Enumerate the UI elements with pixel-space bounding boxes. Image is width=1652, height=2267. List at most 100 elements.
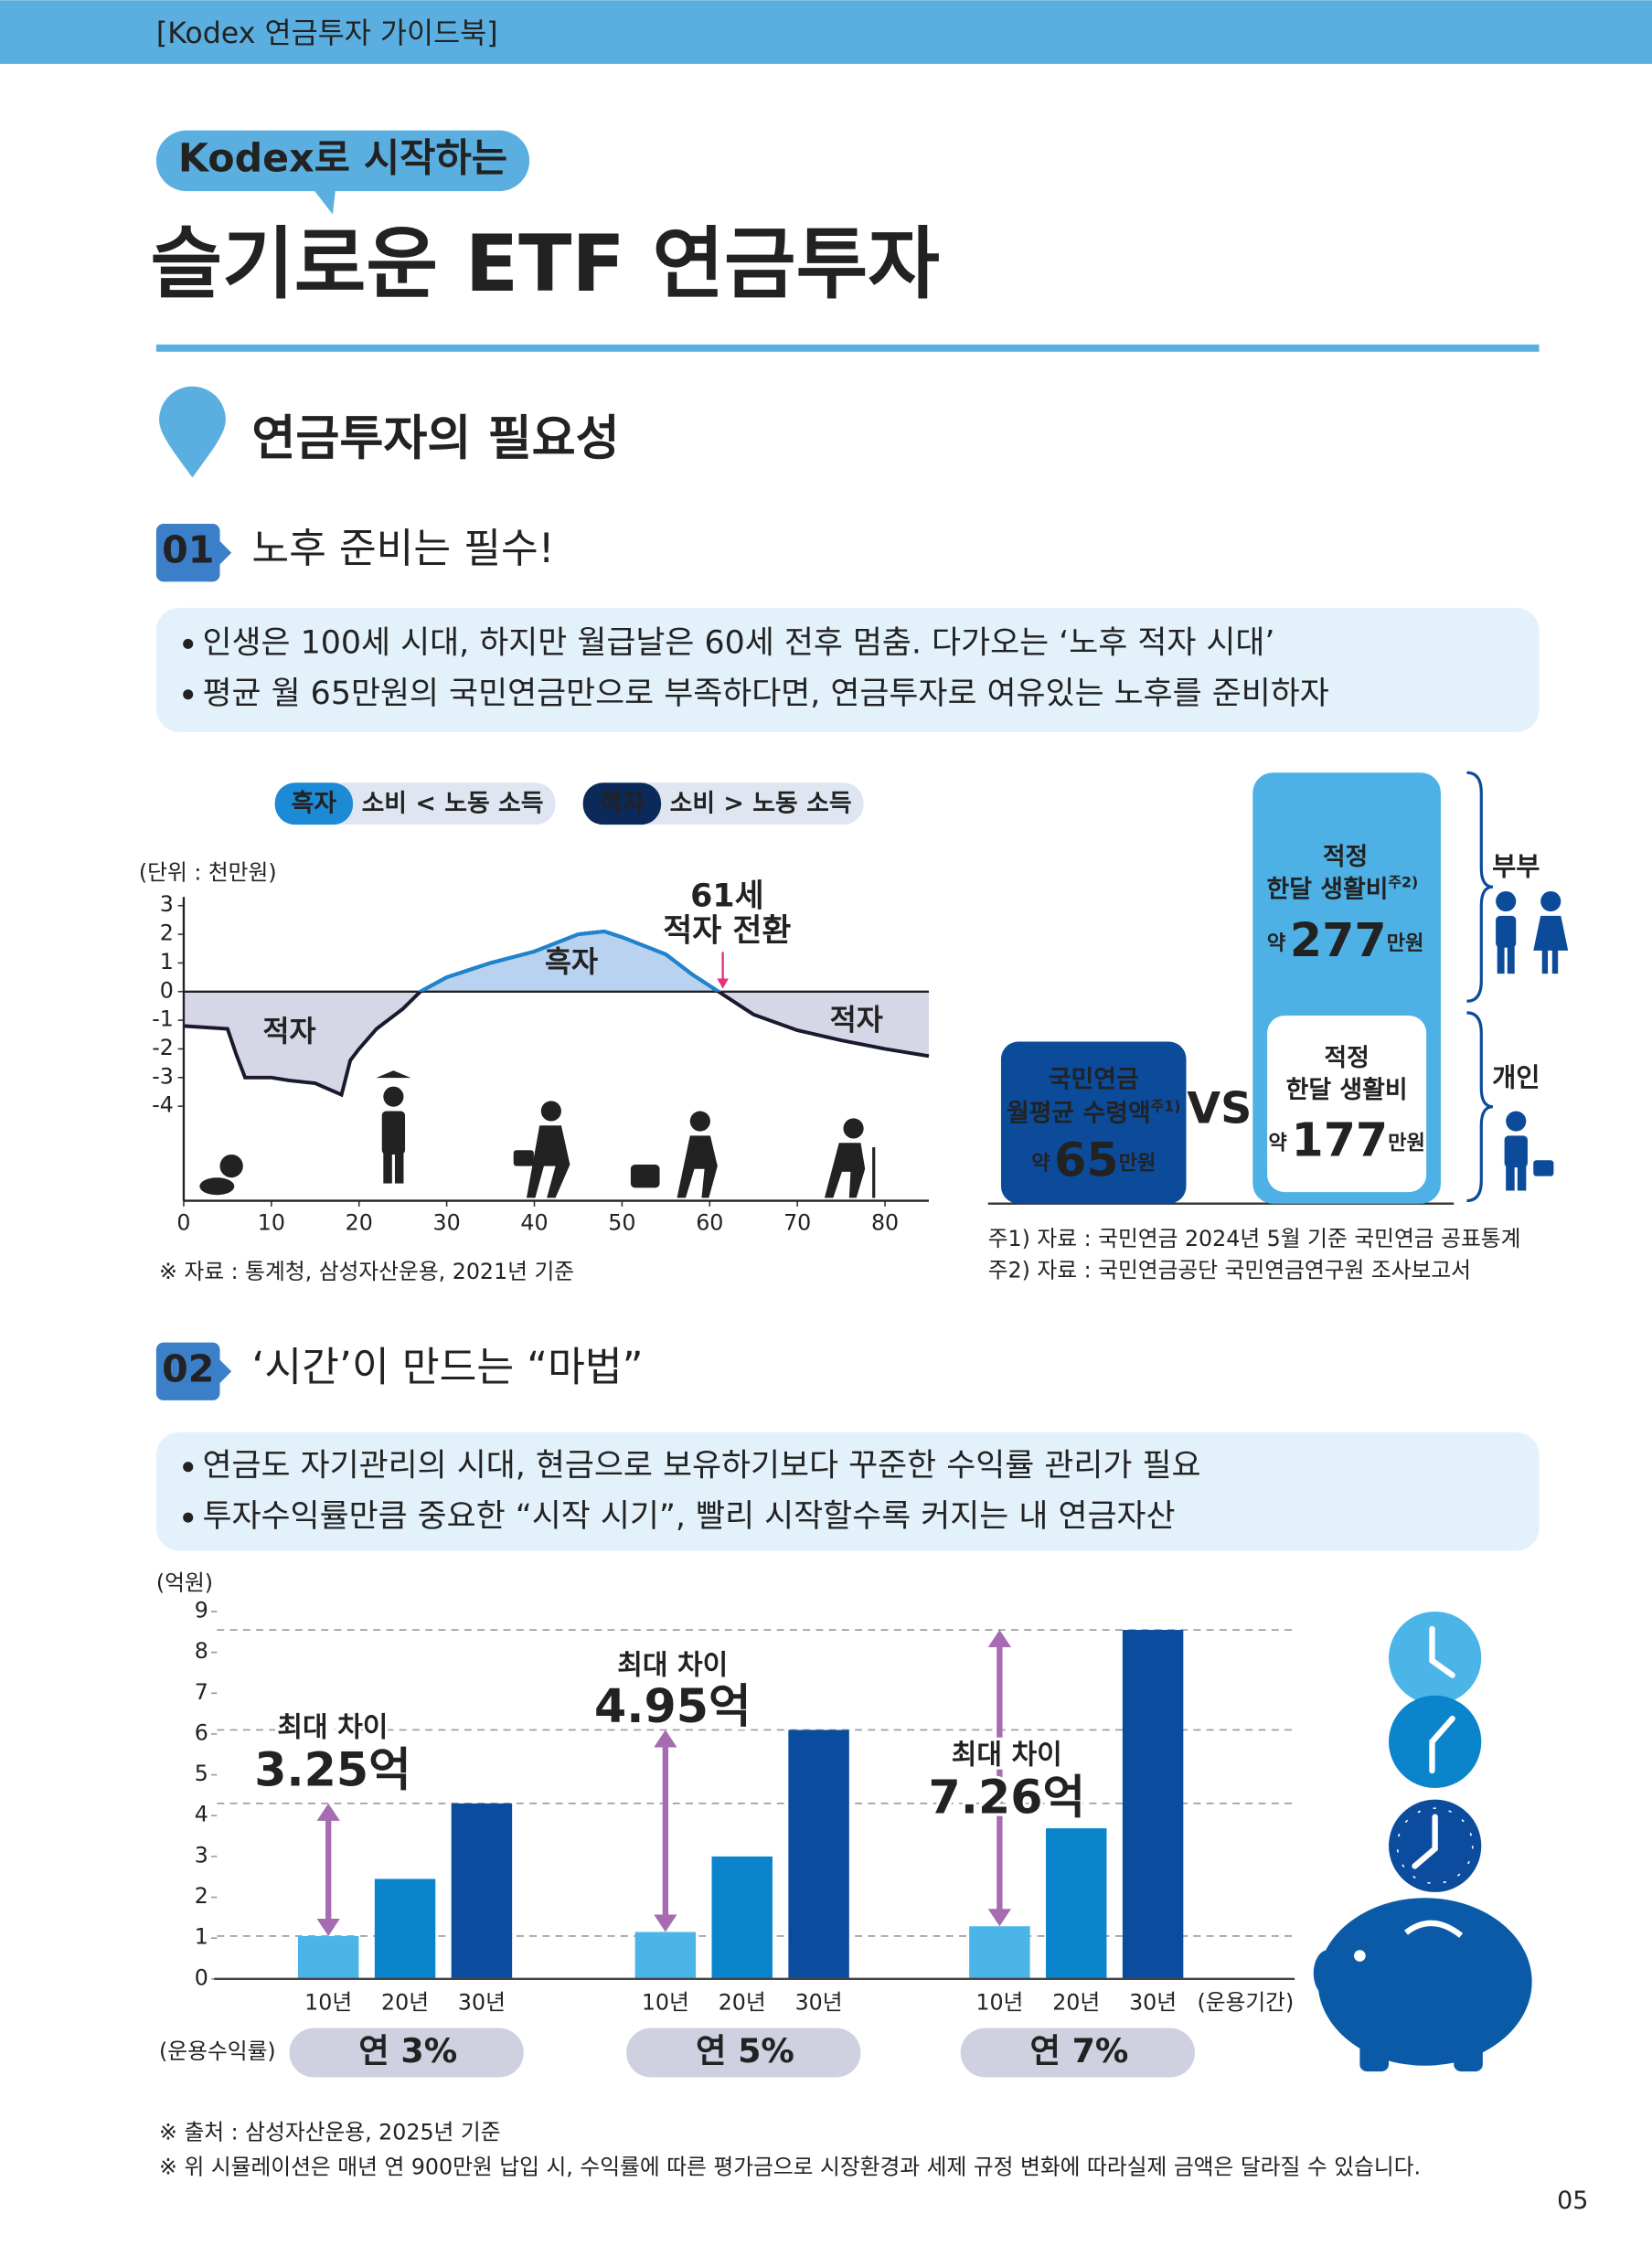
amount: 약 65만원 xyxy=(1031,1133,1156,1187)
bullet-dot xyxy=(183,1462,194,1473)
area-label: 적자 xyxy=(830,1004,883,1037)
x-tick-label: 30년 xyxy=(1129,1989,1177,2015)
source-note: ※ 위 시뮬레이션은 매년 연 900만원 납입 시, 수익률에 따른 평가금으… xyxy=(159,2155,1421,2180)
person-icon xyxy=(1504,1111,1554,1191)
part-badge xyxy=(155,1342,232,1400)
y-tick-label: 8 xyxy=(195,1638,208,1664)
y-tick-label: -3 xyxy=(152,1063,174,1089)
x-tick-label: 50 xyxy=(608,1209,635,1235)
bracket xyxy=(1466,1011,1494,1203)
box-text: 한달 생활비 xyxy=(1286,1076,1408,1104)
bar xyxy=(788,1730,849,1979)
amount: 약 277만원 xyxy=(1267,912,1424,966)
group-label: 부부 xyxy=(1492,852,1540,882)
x-tick-label: 20년 xyxy=(381,1989,429,2015)
bullet-text: 인생은 100세 시대, 하지만 월급날은 60세 전후 멈춤. 다가오는 ‘노… xyxy=(203,624,1275,661)
footnote: 주1) 자료 : 국민연금 2024년 5월 기준 국민연금 공표통계 xyxy=(988,1226,1521,1251)
legend-text: 소비 > 노동 소득 xyxy=(670,790,852,818)
clock-icons xyxy=(1389,1611,1482,1892)
x-tick-label: 10년 xyxy=(304,1989,352,2015)
rate-label: 연 3% xyxy=(358,2031,457,2070)
vs-label: VS xyxy=(1187,1083,1252,1134)
x-tick-label: 60 xyxy=(696,1209,723,1235)
annotation: 61세 xyxy=(690,878,763,914)
bar xyxy=(374,1879,436,1979)
bracket xyxy=(1466,771,1494,1003)
y-tick-label: 9 xyxy=(195,1597,208,1623)
page-title: 슬기로운 ETF 연금투자 xyxy=(151,219,940,310)
chart-source: ※ 자료 : 통계청, 삼성자산운용, 2021년 기준 xyxy=(159,1259,574,1284)
y-tick-label: -2 xyxy=(152,1035,174,1060)
x-axis-label: (운용기간) xyxy=(1197,1989,1294,2015)
x-tick-label: 10년 xyxy=(642,1989,689,2015)
part-number: 02 xyxy=(162,1346,214,1390)
amount-value: 65 xyxy=(1054,1133,1118,1187)
y-tick-label: 5 xyxy=(195,1761,208,1786)
x-tick-label: 30년 xyxy=(458,1989,506,2015)
bullet-dot xyxy=(183,638,194,649)
header-bar xyxy=(0,0,1652,64)
legend-tag xyxy=(582,782,662,825)
rate-label: 연 5% xyxy=(696,2031,794,2070)
annotation: 적자 전환 xyxy=(663,912,791,949)
legend-tag-text: 흑자 xyxy=(292,790,337,818)
x-tick-label: 0 xyxy=(176,1209,190,1235)
pension-box xyxy=(1000,1041,1187,1204)
y-tick-label: 0 xyxy=(160,977,174,1003)
bullet-text: 연금도 자기관리의 시대, 현금으로 보유하기보다 꾸준한 수익률 관리가 필요 xyxy=(203,1448,1201,1485)
y-tick-label: 3 xyxy=(160,891,174,917)
y-tick-label: 3 xyxy=(195,1842,208,1868)
x-tick-label: 20 xyxy=(346,1209,373,1235)
diff-value: 4.95억 xyxy=(594,1679,751,1733)
tag-text: Kodex로 시작하는 xyxy=(178,135,507,181)
box-text: 월평균 수령액주1) xyxy=(1007,1097,1181,1127)
bullet-text: 투자수익률만큼 중요한 “시작 시기”, 빨리 시작할수록 커지는 내 연금자산 xyxy=(203,1498,1176,1535)
x-tick-label: 40 xyxy=(520,1209,548,1235)
part-badge xyxy=(155,524,232,582)
box-text: 한달 생활비 xyxy=(1267,875,1389,903)
bar xyxy=(711,1856,773,1979)
chart-unit: (단위 : 천만원) xyxy=(139,859,277,885)
x-tick-label: 30 xyxy=(433,1209,461,1235)
section-icon xyxy=(159,386,226,478)
note-mark: 주1) xyxy=(1151,1097,1181,1114)
x-tick-label: 10년 xyxy=(975,1989,1023,2015)
amount-unit: 만원 xyxy=(1388,1131,1425,1155)
amount-unit: 만원 xyxy=(1119,1151,1156,1175)
y-tick-label: 6 xyxy=(195,1719,208,1745)
diff-title: 최대 차이 xyxy=(617,1650,728,1682)
amount-prefix: 약 xyxy=(1031,1151,1050,1175)
y-tick-label: 1 xyxy=(195,1924,208,1950)
y-tick-label: 2 xyxy=(195,1883,208,1909)
area-label: 적자 xyxy=(262,1016,315,1048)
arrowhead xyxy=(987,1630,1012,1648)
amount: 약 177만원 xyxy=(1268,1112,1425,1166)
life-figures xyxy=(199,1070,876,1198)
bullet-text: 평균 월 65만원의 국민연금만으로 부족하다면, 연금투자로 여유있는 노후를… xyxy=(203,676,1329,712)
arrowhead xyxy=(654,1730,677,1748)
amount-prefix: 약 xyxy=(1268,1131,1286,1155)
rate-label: 연 7% xyxy=(1029,2031,1128,2070)
bar xyxy=(969,1926,1030,1979)
rate-pill xyxy=(960,2028,1195,2078)
x-tick-label: 20년 xyxy=(719,1989,766,2015)
x-tick-label: 30년 xyxy=(795,1989,843,2015)
amount-unit: 만원 xyxy=(1387,931,1424,954)
box-text: 국민연금 xyxy=(1049,1066,1139,1094)
bar xyxy=(297,1935,359,1979)
y-tick-label: 7 xyxy=(195,1679,208,1705)
legend-tag-text: 적자 xyxy=(600,790,645,818)
title-rule xyxy=(155,344,1540,352)
diff-title: 최대 차이 xyxy=(277,1712,388,1744)
rate-pill xyxy=(289,2028,524,2078)
part-title: 노후 준비는 필수! xyxy=(251,526,554,572)
box-text: 월평균 수령액 xyxy=(1007,1099,1151,1127)
y-tick-label: 2 xyxy=(160,921,174,946)
bullet-box xyxy=(155,607,1540,732)
bar xyxy=(1046,1828,1107,1979)
y-tick-label: -4 xyxy=(152,1092,174,1118)
x-tick-label: 10 xyxy=(258,1209,285,1235)
chart-unit: (억원) xyxy=(156,1570,213,1595)
bullet-dot xyxy=(183,689,194,700)
diff-title: 최대 차이 xyxy=(952,1740,1062,1772)
